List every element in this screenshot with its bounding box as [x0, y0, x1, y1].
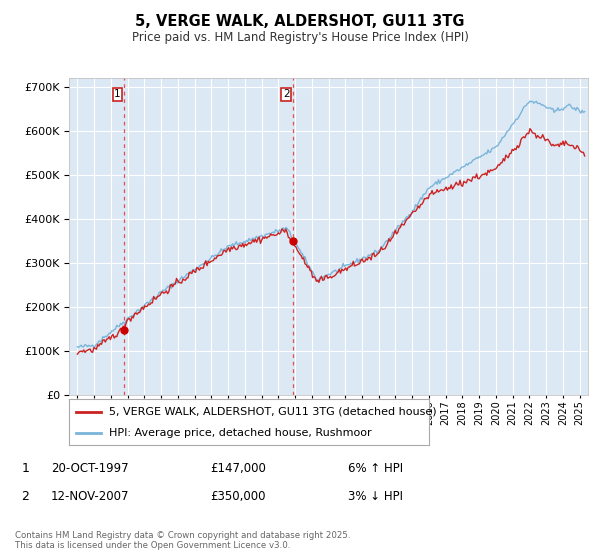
Text: 3% ↓ HPI: 3% ↓ HPI: [348, 490, 403, 503]
Text: £147,000: £147,000: [210, 462, 266, 475]
Text: Contains HM Land Registry data © Crown copyright and database right 2025.
This d: Contains HM Land Registry data © Crown c…: [15, 531, 350, 550]
Text: 2: 2: [283, 90, 289, 99]
Text: 1: 1: [114, 90, 121, 99]
Text: 6% ↑ HPI: 6% ↑ HPI: [348, 462, 403, 475]
Text: Price paid vs. HM Land Registry's House Price Index (HPI): Price paid vs. HM Land Registry's House …: [131, 31, 469, 44]
Text: HPI: Average price, detached house, Rushmoor: HPI: Average price, detached house, Rush…: [109, 428, 371, 438]
Text: 20-OCT-1997: 20-OCT-1997: [51, 462, 128, 475]
Text: 1: 1: [22, 462, 29, 475]
Text: £350,000: £350,000: [210, 490, 265, 503]
Text: 5, VERGE WALK, ALDERSHOT, GU11 3TG: 5, VERGE WALK, ALDERSHOT, GU11 3TG: [135, 14, 465, 29]
Text: 5, VERGE WALK, ALDERSHOT, GU11 3TG (detached house): 5, VERGE WALK, ALDERSHOT, GU11 3TG (deta…: [109, 407, 436, 417]
Text: 12-NOV-2007: 12-NOV-2007: [51, 490, 130, 503]
Text: 2: 2: [22, 490, 29, 503]
